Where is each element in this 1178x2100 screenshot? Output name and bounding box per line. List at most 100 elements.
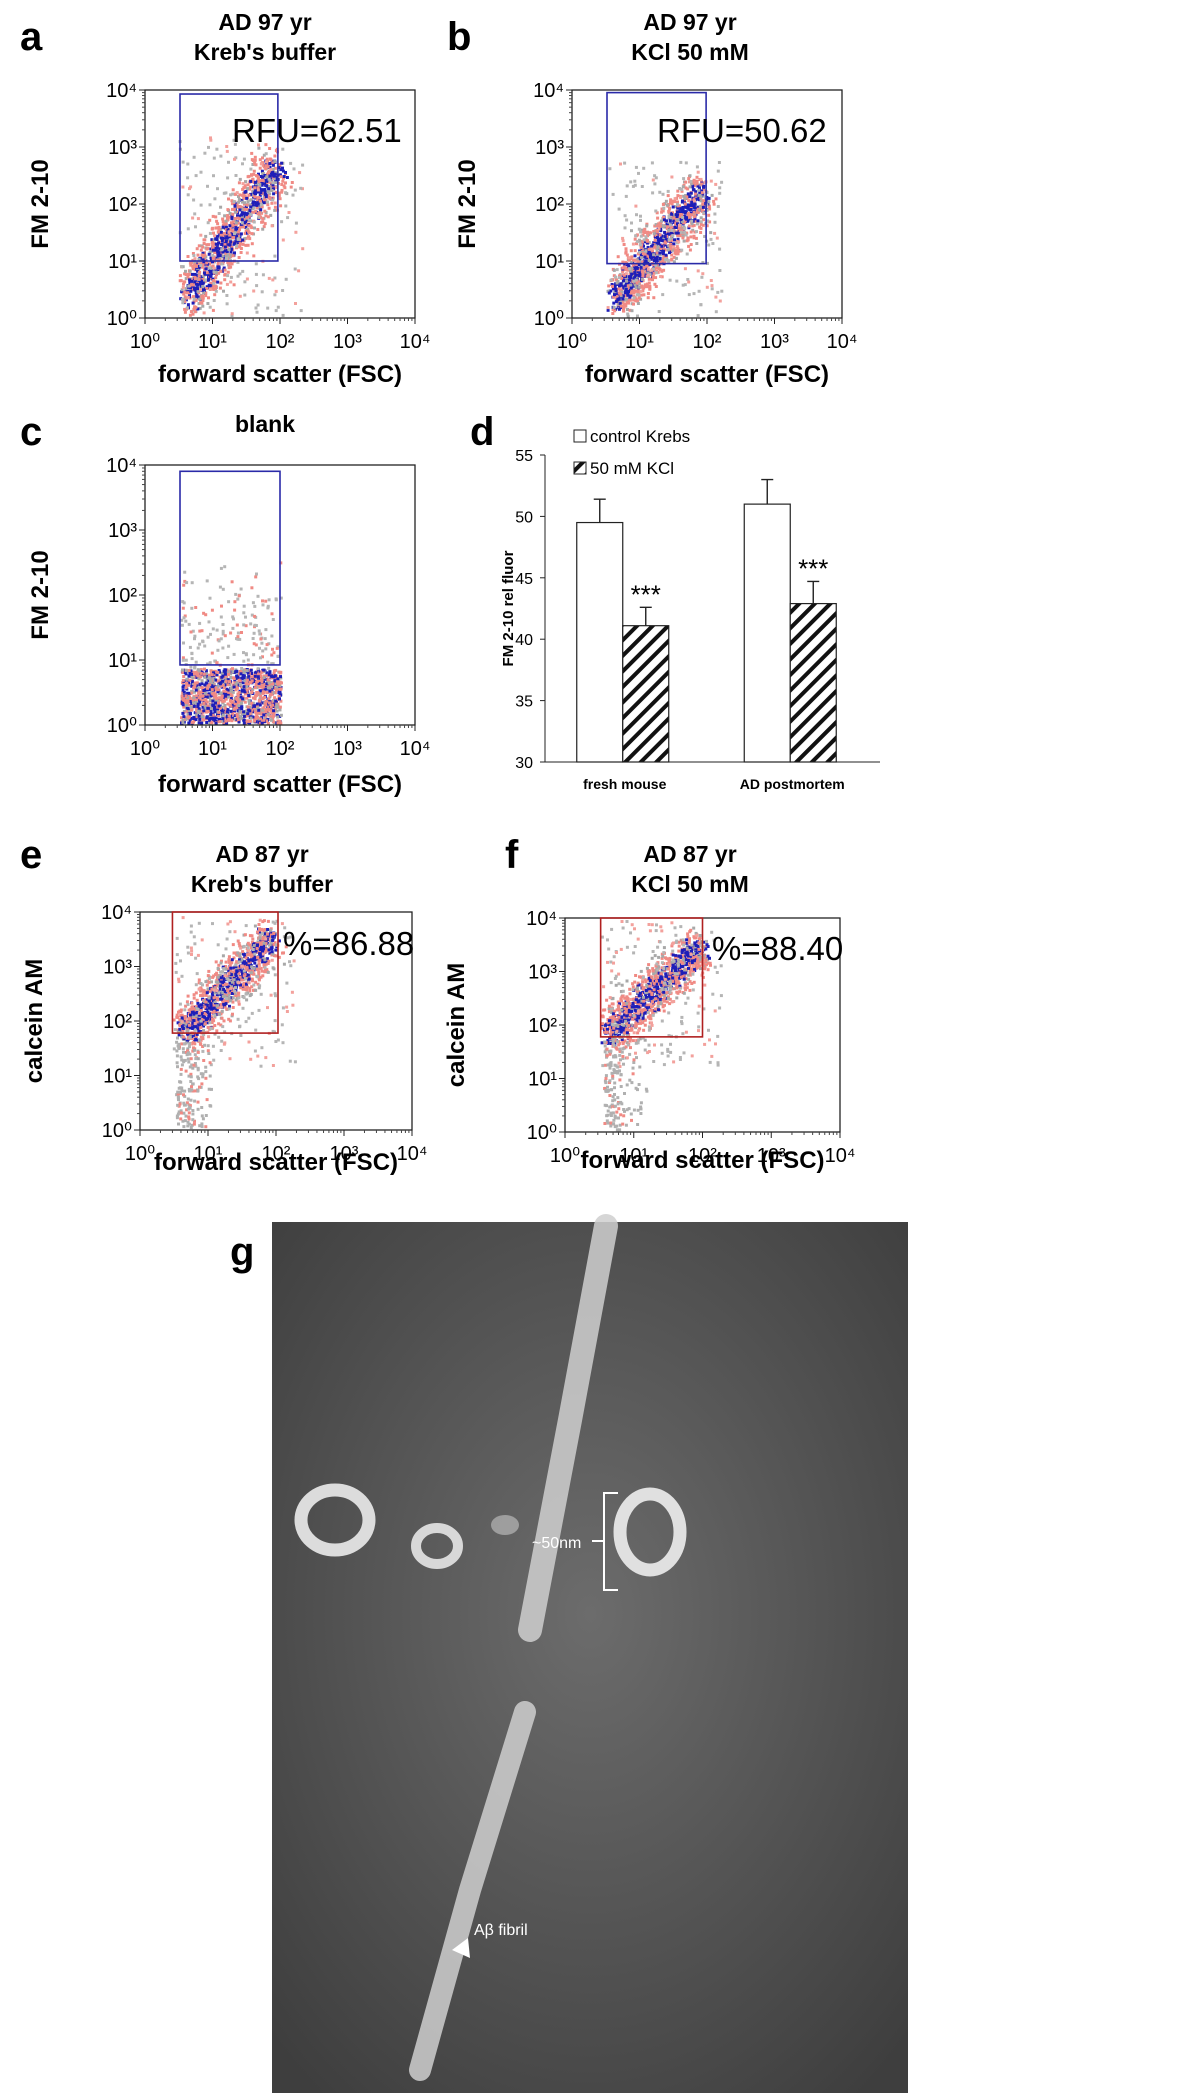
density-texture [692, 188, 696, 192]
density-texture [235, 996, 239, 1000]
density-texture [228, 981, 232, 985]
density-texture [270, 189, 274, 192]
density-texture [267, 666, 271, 670]
density-texture [250, 232, 254, 236]
density-texture [280, 161, 284, 165]
density-texture [615, 295, 619, 299]
density-texture [273, 674, 277, 678]
density-texture [187, 622, 191, 626]
density-texture [225, 710, 229, 714]
density-texture [261, 599, 264, 603]
density-texture [201, 299, 205, 302]
density-texture [702, 211, 706, 215]
density-texture [275, 186, 278, 189]
density-texture [673, 238, 676, 242]
density-texture [640, 228, 644, 232]
density-texture [634, 273, 638, 277]
density-texture [185, 306, 189, 310]
density-texture [664, 199, 668, 203]
density-texture [688, 193, 692, 197]
density-texture [230, 245, 234, 249]
density-texture [220, 719, 224, 723]
density-texture [245, 251, 249, 255]
density-texture [213, 692, 217, 696]
density-texture [199, 203, 203, 207]
density-texture [187, 669, 191, 672]
density-texture [698, 225, 702, 229]
density-texture [247, 699, 251, 703]
density-texture [248, 203, 252, 207]
density-texture [230, 717, 234, 720]
density-texture [215, 273, 218, 277]
density-texture [653, 174, 657, 178]
y-tick-label: 35 [515, 694, 533, 711]
density-texture [242, 217, 246, 221]
density-texture [616, 255, 620, 259]
density-texture [211, 703, 215, 707]
density-texture [267, 679, 271, 683]
density-texture [301, 163, 305, 167]
density-texture [187, 674, 191, 678]
density-texture [632, 289, 636, 292]
y-tick-label: 10³ [108, 137, 137, 159]
density-texture [232, 138, 236, 142]
density-texture [672, 229, 676, 233]
density-texture [236, 631, 240, 635]
density-texture [234, 221, 238, 225]
density-texture [229, 253, 233, 257]
density-texture [249, 622, 253, 626]
density-texture [282, 184, 286, 188]
density-texture [677, 225, 681, 229]
density-texture [224, 252, 228, 255]
density-texture [220, 959, 223, 963]
density-texture [258, 632, 262, 636]
density-texture [267, 701, 271, 705]
density-texture [268, 197, 272, 201]
density-texture [203, 253, 207, 257]
density-texture [637, 293, 641, 297]
density-texture [651, 243, 655, 247]
density-texture [210, 238, 214, 242]
density-texture [264, 716, 268, 720]
x-tick-label: fresh mouse [583, 776, 666, 792]
density-texture [214, 285, 218, 289]
density-texture [695, 242, 699, 245]
density-texture [623, 161, 627, 165]
density-texture [284, 171, 287, 174]
density-texture [187, 1019, 191, 1023]
density-texture [189, 665, 193, 669]
density-texture [198, 629, 202, 633]
density-texture [709, 231, 713, 235]
density-texture [685, 217, 688, 221]
density-texture [261, 690, 265, 694]
density-texture [244, 683, 248, 687]
density-texture [246, 187, 250, 191]
density-texture [237, 691, 241, 695]
density-texture [240, 689, 244, 693]
density-texture [189, 289, 193, 293]
density-texture [274, 948, 278, 952]
density-texture [196, 705, 200, 708]
density-texture [645, 222, 649, 226]
density-texture [271, 699, 275, 703]
density-texture [702, 187, 706, 191]
density-texture [672, 255, 676, 259]
density-texture [216, 187, 219, 191]
density-texture [660, 234, 664, 238]
significance: *** [798, 553, 828, 583]
density-texture [268, 192, 272, 196]
density-texture [192, 716, 196, 720]
density-texture [207, 692, 211, 696]
density-texture [242, 225, 245, 229]
density-texture [271, 171, 275, 174]
density-texture [628, 267, 632, 271]
density-texture [275, 680, 279, 684]
y-tick-label: 10⁴ [106, 80, 137, 102]
density-texture [271, 181, 275, 185]
density-texture [221, 220, 225, 224]
density-texture [215, 993, 219, 997]
density-texture [676, 234, 680, 238]
density-texture [202, 289, 206, 292]
density-texture [644, 272, 648, 276]
density-texture [219, 989, 223, 993]
